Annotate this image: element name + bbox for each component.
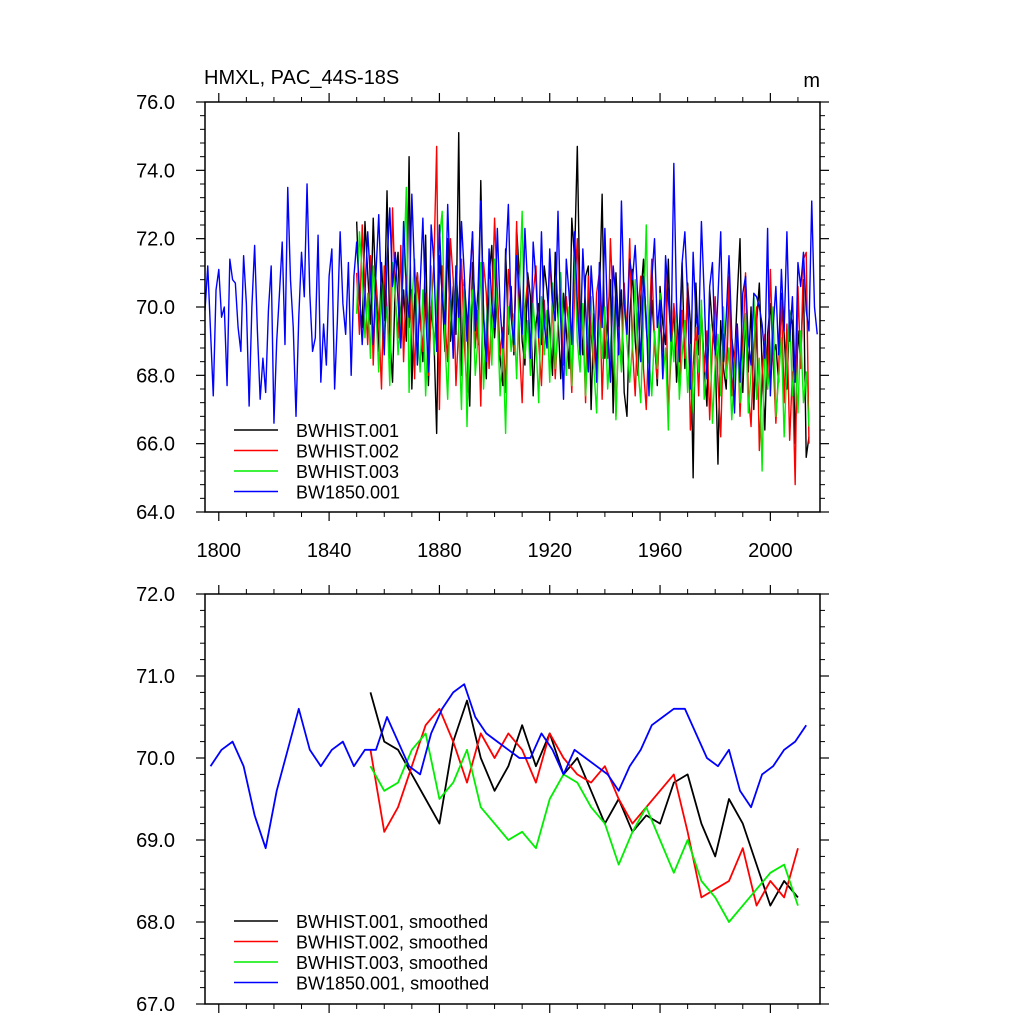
- bottom-y-tick-label: 68.0: [136, 912, 175, 934]
- bottom-y-tick-label: 71.0: [136, 666, 175, 688]
- top-x-tick-label: 1800: [197, 540, 242, 562]
- bottom-series-line-2: [369, 707, 799, 907]
- bottom-axes: 67.0 68.0 69.0 70.0 71.0 72.0: [136, 584, 829, 1016]
- bottom-y-tick-label: 70.0: [136, 748, 175, 770]
- top-x-tick-label: 1960: [638, 540, 683, 562]
- bottom-panel: 67.0 68.0 69.0 70.0 71.0 72.0 BWHIST.001, smo…: [136, 584, 829, 1016]
- top-x-tick-label: 1840: [307, 540, 352, 562]
- bottom-series-line-4: [209, 683, 807, 850]
- top-x-tick-label: 1920: [527, 540, 572, 562]
- bottom-legend-label: BWHIST.003, smoothed: [296, 953, 488, 973]
- top-legend-label: BWHIST.001: [296, 421, 399, 441]
- bottom-y-tick-label: 72.0: [136, 584, 175, 606]
- top-y-tick-label: 76.0: [136, 92, 175, 114]
- bottom-series-line-1: [369, 692, 799, 907]
- top-y-tick-label: 68.0: [136, 365, 175, 387]
- top-y-tick-label: 70.0: [136, 297, 175, 319]
- top-y-tick-label: 74.0: [136, 160, 175, 182]
- top-x-tick-label: 1880: [417, 540, 462, 562]
- top-legend-label: BW1850.001: [296, 483, 400, 503]
- bottom-y-tick-label: 67.0: [136, 994, 175, 1016]
- top-legend-label: BWHIST.003: [296, 462, 399, 482]
- top-y-tick-label: 64.0: [136, 502, 175, 524]
- top-panel-units: m: [803, 70, 820, 92]
- top-y-tick-label: 72.0: [136, 229, 175, 251]
- top-legend-label: BWHIST.002: [296, 442, 399, 462]
- top-series-lines: [204, 132, 818, 486]
- top-x-tick-label: 2000: [748, 540, 793, 562]
- bottom-legend-label: BW1850.001, smoothed: [296, 974, 489, 994]
- bottom-y-tick-label: 69.0: [136, 830, 175, 852]
- bottom-legend-label: BWHIST.002, smoothed: [296, 933, 488, 953]
- top-y-tick-label: 66.0: [136, 434, 175, 456]
- bottom-series-line-3: [369, 732, 799, 923]
- bottom-plot-frame: [204, 593, 821, 1005]
- bottom-legend-label: BWHIST.001, smoothed: [296, 912, 488, 932]
- top-axes: 64.0 66.0 68.0 70.0 72.0 74.0 76.0 1800 1840 1880…: [136, 92, 829, 562]
- top-series-line-4: [204, 162, 818, 424]
- top-panel: HMXL, PAC_44S-18S m 64.0 66.0 68.0 70.0 72.0…: [136, 67, 829, 562]
- bottom-series-lines: [209, 683, 807, 923]
- top-panel-title: HMXL, PAC_44S-18S: [204, 67, 399, 89]
